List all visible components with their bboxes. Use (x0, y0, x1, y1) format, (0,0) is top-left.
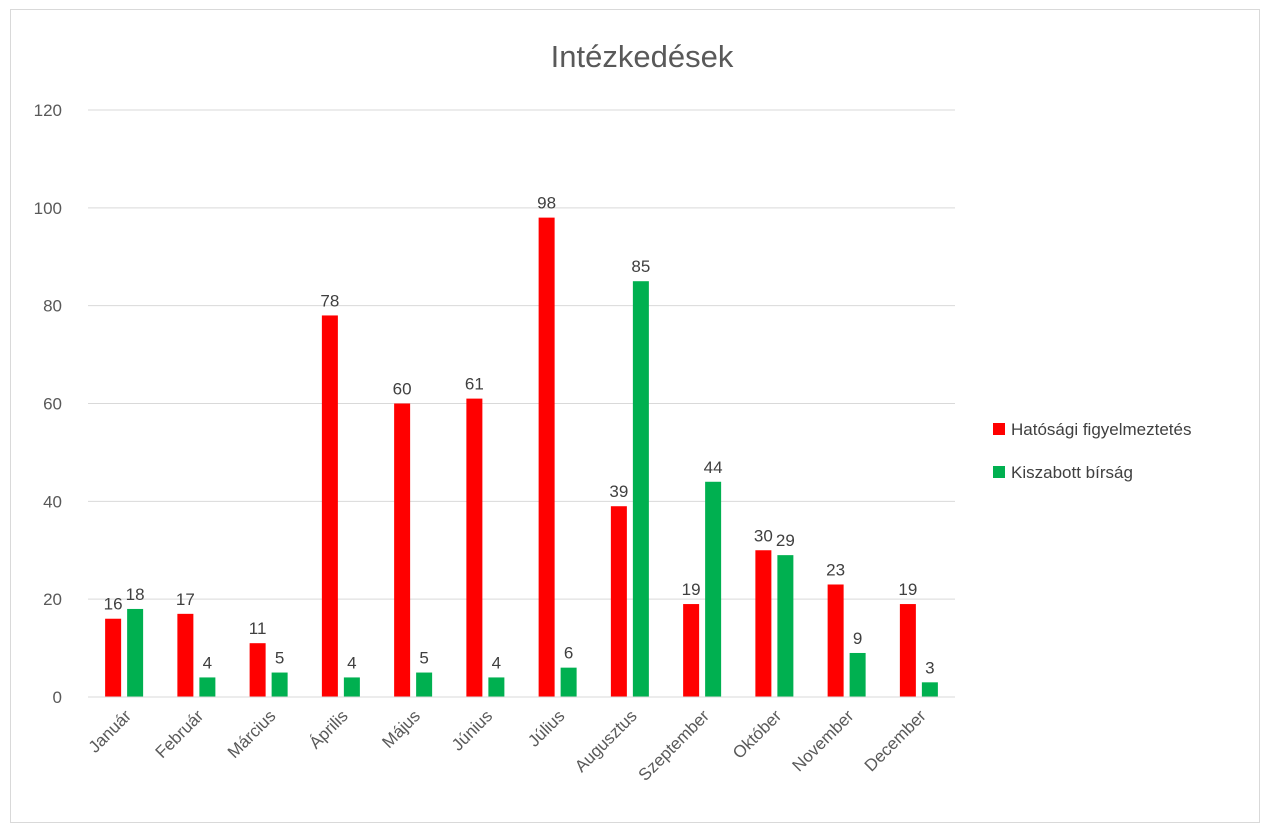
y-tick-label: 20 (43, 590, 62, 609)
bar-warning (177, 613, 194, 697)
bar-fine (705, 481, 722, 697)
bar-fine (849, 652, 866, 697)
y-tick-label: 60 (43, 395, 62, 414)
data-label: 78 (320, 291, 339, 310)
legend-item: Hatósági figyelmeztetés (993, 420, 1191, 439)
y-tick-label: 40 (43, 492, 62, 511)
data-label: 4 (347, 653, 356, 672)
bar-fine (271, 672, 288, 697)
bar-warning (394, 403, 411, 697)
data-label: 19 (682, 580, 701, 599)
x-tick-label: Szeptember (635, 706, 713, 784)
y-tick-label: 0 (53, 688, 62, 707)
legend-swatch (993, 466, 1005, 478)
x-tick-label: November (789, 706, 858, 775)
data-label: 17 (176, 590, 195, 609)
bar-warning (105, 618, 122, 697)
data-label: 19 (898, 580, 917, 599)
bar-warning (466, 398, 483, 697)
y-tick-label: 100 (34, 199, 62, 218)
data-label: 5 (419, 649, 428, 668)
bar-fine (777, 555, 794, 697)
bar-warning (899, 604, 916, 697)
legend-label: Hatósági figyelmeztetés (1011, 420, 1191, 439)
x-tick-label: Március (224, 706, 280, 762)
bar-fine (560, 667, 577, 697)
chart-title: Intézkedések (551, 39, 734, 74)
data-label: 23 (826, 560, 845, 579)
bar-fine (343, 677, 360, 697)
bar-fine (921, 682, 938, 697)
bar-warning (610, 506, 627, 697)
legend-label: Kiszabott bírság (1011, 463, 1133, 482)
legend-item: Kiszabott bírság (993, 463, 1133, 482)
gridlines (88, 109, 955, 698)
data-label: 60 (393, 380, 412, 399)
bar-warning (321, 315, 338, 697)
bar-fine (632, 281, 649, 697)
x-tick-label: Február (152, 706, 208, 762)
bar-fine (416, 672, 433, 697)
bar-warning (249, 643, 266, 697)
x-axis: Január Február Március Április Május Június Jú… (85, 696, 955, 785)
data-label: 29 (776, 531, 795, 550)
data-label: 85 (631, 257, 650, 276)
data-label: 61 (465, 375, 484, 394)
bars (105, 217, 938, 697)
x-tick-label: December (861, 706, 930, 775)
data-label: 39 (609, 482, 628, 501)
data-label: 16 (104, 595, 123, 614)
data-label: 11 (249, 619, 267, 638)
data-label: 4 (492, 653, 501, 672)
data-label: 3 (925, 658, 934, 677)
x-tick-label: Április (306, 706, 352, 752)
bar-warning (683, 604, 700, 697)
x-tick-label: Május (378, 706, 424, 752)
x-tick-label: Október (729, 706, 785, 762)
data-label: 98 (537, 194, 556, 213)
bar-warning (755, 550, 772, 697)
y-tick-label: 80 (43, 297, 62, 316)
legend-swatch (993, 423, 1005, 435)
data-label: 30 (754, 526, 773, 545)
x-tick-label: Június (448, 706, 496, 754)
legend: Hatósági figyelmeztetés Kiszabott bírság (993, 420, 1191, 482)
data-label: 9 (853, 629, 862, 648)
x-tick-label: Augusztus (571, 706, 641, 776)
bar-fine (199, 677, 216, 697)
data-label: 44 (704, 458, 723, 477)
data-label: 4 (203, 653, 212, 672)
x-tick-label: Január (85, 706, 135, 756)
bar-warning (538, 217, 555, 697)
data-label: 5 (275, 649, 284, 668)
data-label: 6 (564, 644, 573, 663)
y-tick-label: 120 (34, 101, 62, 120)
bar-fine (488, 677, 505, 697)
y-axis: 0 20 40 60 80 100 120 (34, 101, 62, 707)
x-tick-label: Július (524, 706, 568, 750)
data-label: 18 (126, 585, 145, 604)
bar-fine (127, 608, 144, 697)
bar-warning (827, 584, 844, 697)
